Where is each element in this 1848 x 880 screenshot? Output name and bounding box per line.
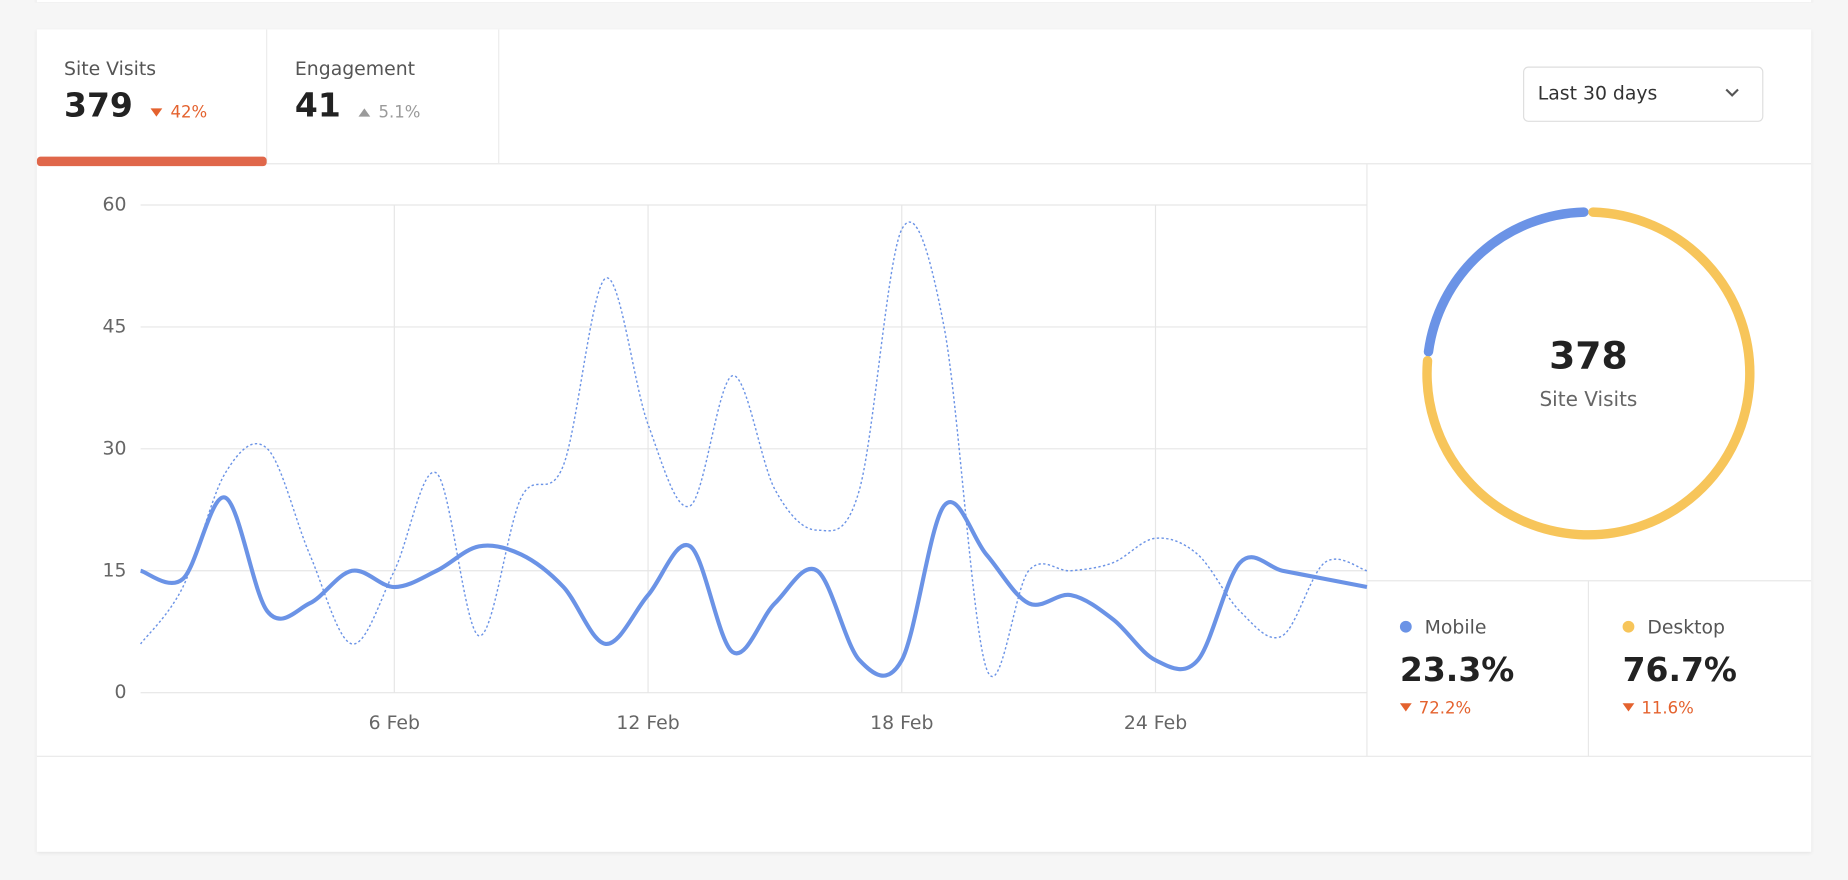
active-indicator [36, 156, 267, 167]
tab-change[interactable]: 5.1% [379, 103, 421, 122]
donut-total: 378 [1549, 334, 1628, 378]
dropdown-label[interactable]: Last 30 days [1538, 84, 1658, 105]
legend-dot [1622, 620, 1635, 633]
legend-change: 11.6% [1641, 699, 1693, 718]
donut-total-label: Site Visits [1539, 387, 1637, 411]
donut-slice [1422, 207, 1755, 540]
y-tick-label: 0 [114, 682, 126, 703]
dropdown[interactable]: Last 30 days [1523, 66, 1764, 122]
legend-label: Mobile [1425, 617, 1487, 638]
trend-icon [358, 108, 371, 117]
top-card [36, 0, 1812, 3]
legend-change: 72.2% [1419, 699, 1471, 718]
line-series [139, 495, 1368, 678]
y-tick-label: 45 [102, 316, 126, 337]
x-tick-label: 24 Feb [1124, 713, 1187, 734]
legend-label: Desktop [1647, 617, 1725, 638]
tab-label[interactable]: Site Visits [64, 59, 156, 80]
y-tick-label: 60 [102, 194, 126, 215]
x-tick-label: 12 Feb [616, 713, 679, 734]
x-tick-label: 6 Feb [369, 713, 420, 734]
trend-icon [150, 108, 163, 117]
dropdown-box[interactable] [1523, 66, 1764, 122]
line-series [140, 221, 1368, 678]
y-tick-label: 15 [102, 560, 126, 581]
legend-value: 76.7% [1623, 650, 1737, 689]
chevron[interactable] [1725, 88, 1739, 97]
tab-value[interactable]: 379 [64, 86, 133, 125]
legend-value: 23.3% [1400, 650, 1514, 689]
card [36, 29, 1812, 852]
trend-icon [1622, 703, 1635, 712]
legend-dot [1399, 620, 1412, 633]
tab-change[interactable]: 42% [171, 103, 208, 122]
x-tick-label: 18 Feb [870, 713, 933, 734]
tab-value[interactable]: 41 [295, 86, 341, 125]
trend-icon [1399, 703, 1412, 712]
y-tick-label: 30 [102, 438, 126, 459]
donut-slice [1423, 207, 1589, 357]
tab-label[interactable]: Engagement [295, 59, 415, 80]
